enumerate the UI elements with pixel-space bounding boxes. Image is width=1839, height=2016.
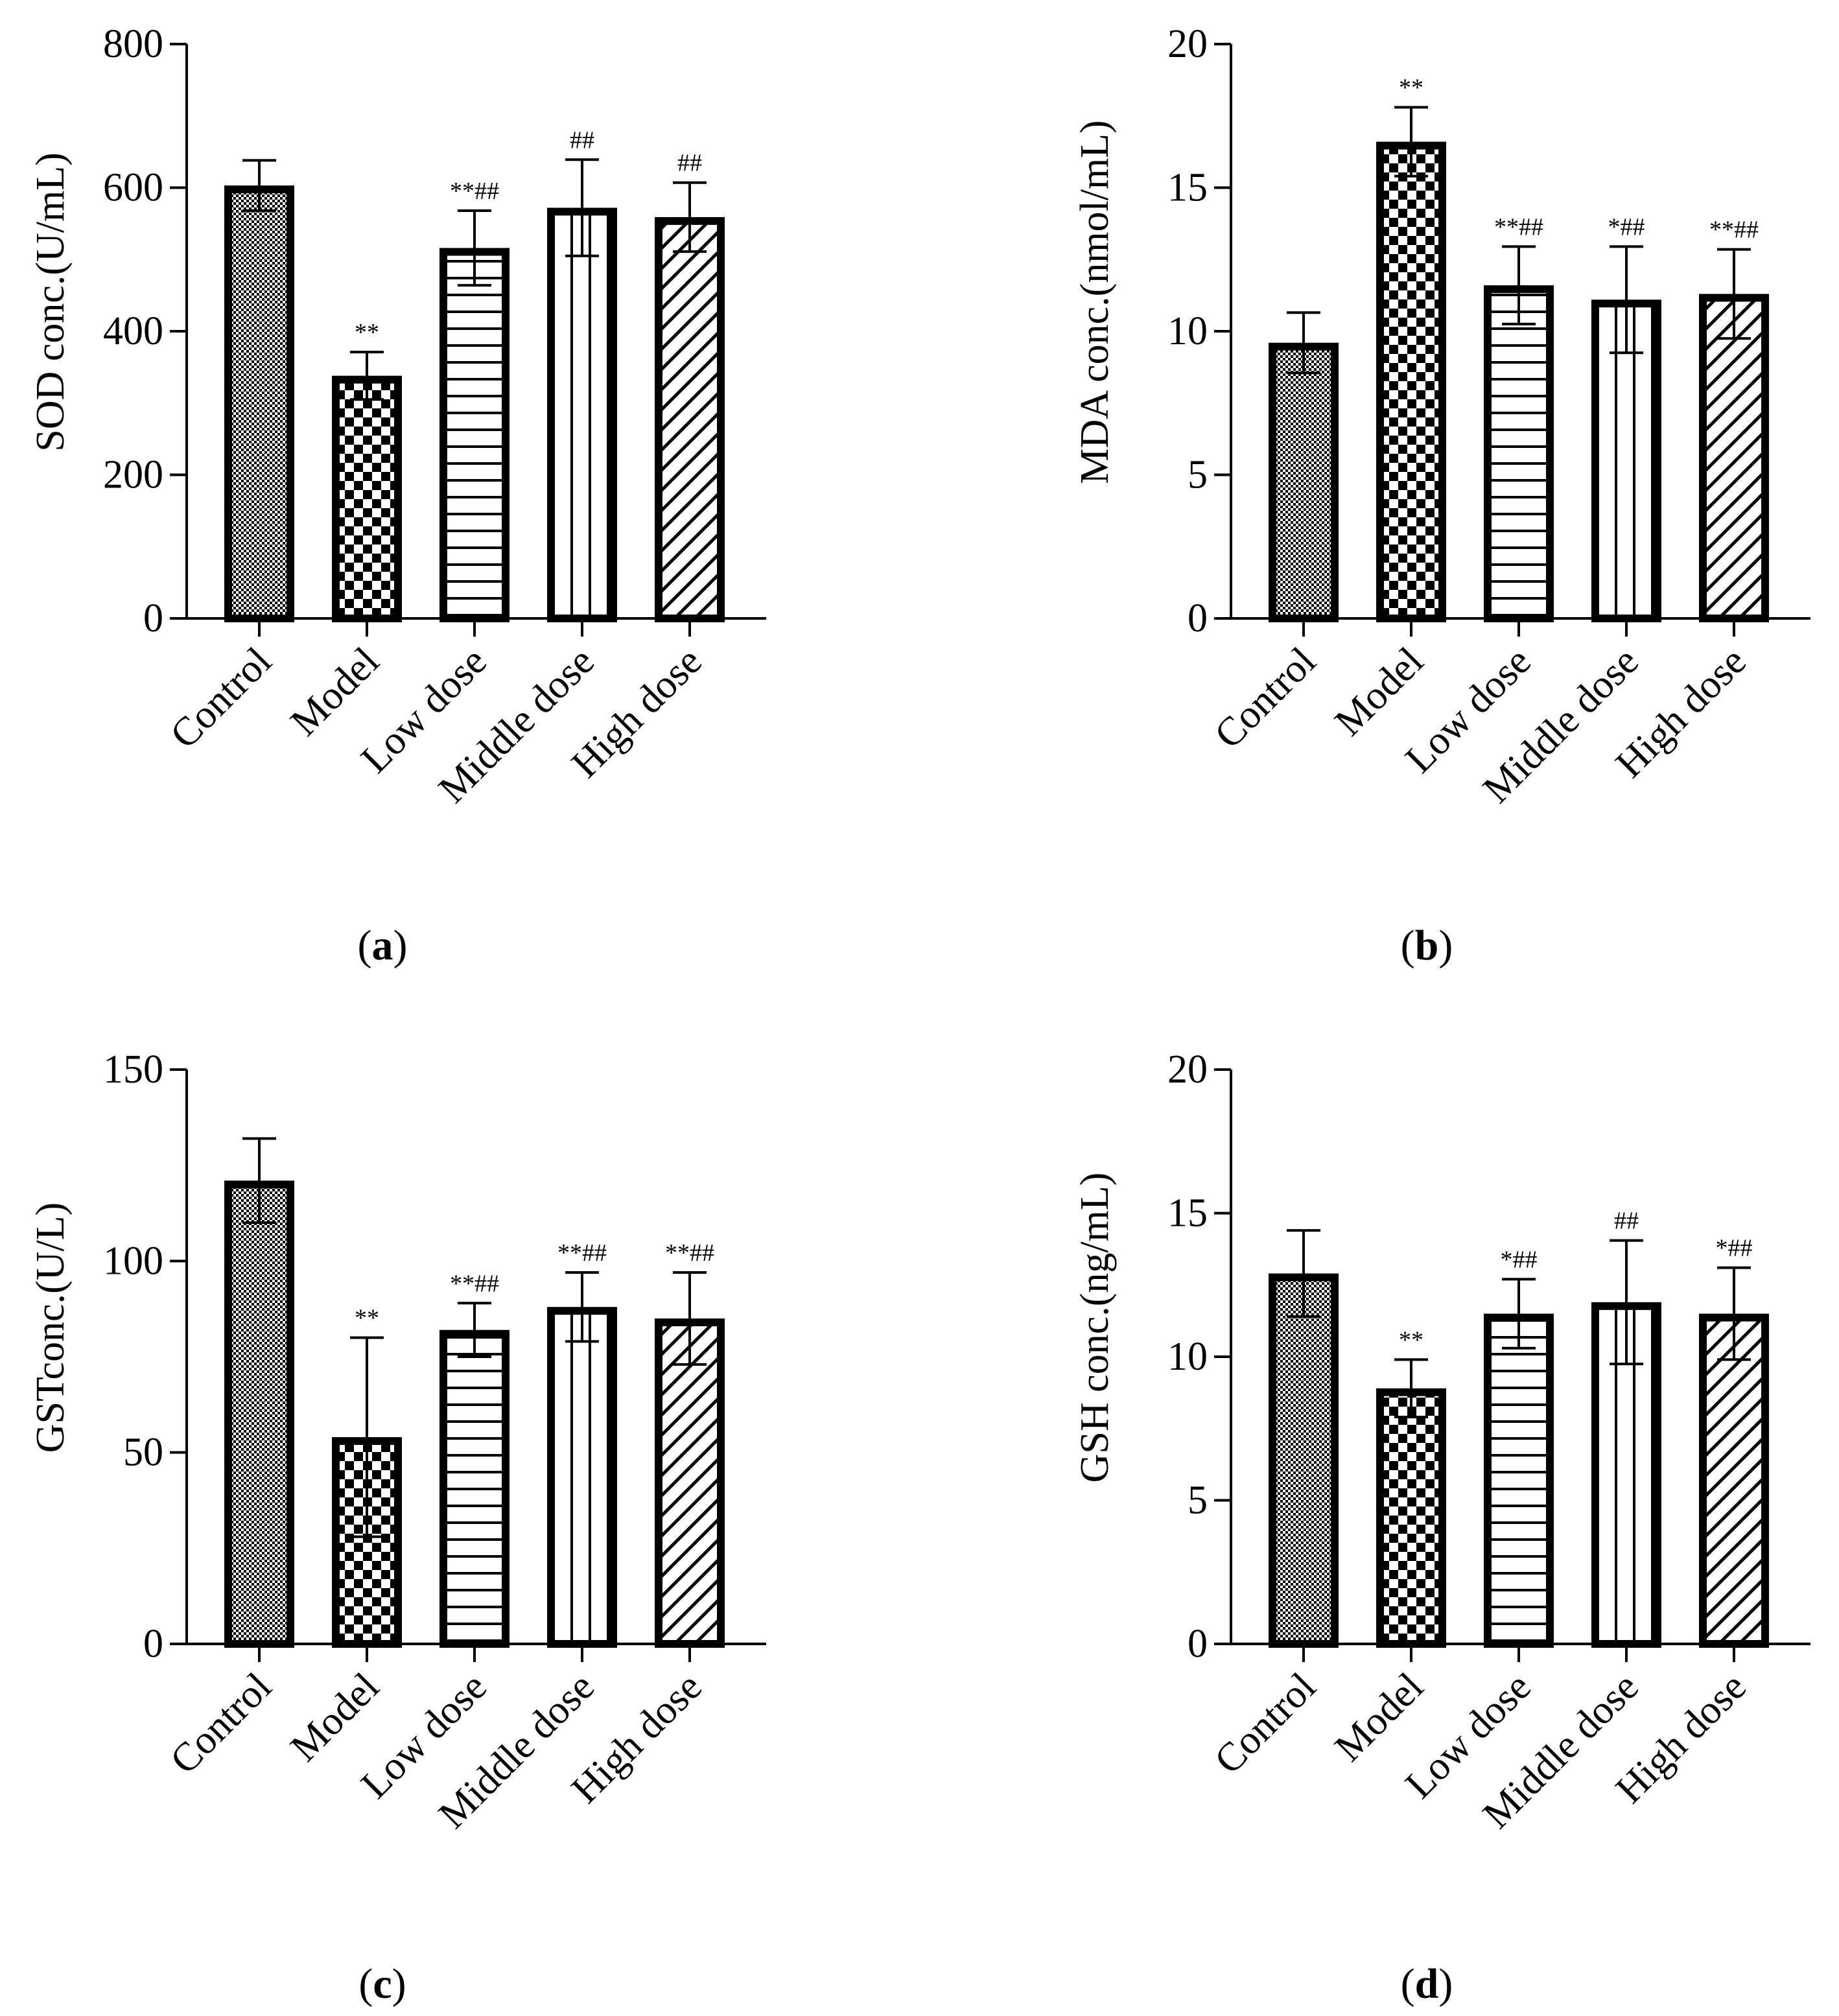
bar-low-dose [439, 248, 510, 622]
significance-label: *## [1608, 213, 1645, 240]
significance-label: ** [1399, 1326, 1423, 1354]
bar-middle-dose [547, 207, 617, 622]
bar-control [224, 185, 294, 622]
significance-label: **## [557, 1239, 607, 1267]
y-tick-label: 15 [1167, 1191, 1208, 1236]
significance-label: **## [450, 1270, 499, 1297]
y-tick-label: 5 [1188, 453, 1208, 497]
panel-a: SOD conc.(U/mL) (a) 0 200 400 600 800 Control… [29, 22, 766, 969]
y-axis-label: GSTconc.(U/L) [29, 1202, 73, 1453]
y-tick-label: 0 [143, 1622, 163, 1666]
bar-middle-dose [547, 1307, 617, 1648]
y-tick-label: 400 [103, 309, 163, 353]
significance-label: **## [450, 178, 499, 205]
y-axis-label: SOD conc.(U/mL) [29, 152, 73, 451]
y-axis-label: MDA conc.(nmol/mL) [1073, 120, 1117, 484]
significance-label: ** [355, 1304, 379, 1331]
significance-label: *## [1501, 1246, 1538, 1273]
significance-label: ## [570, 126, 594, 154]
bar-control [224, 1180, 294, 1648]
x-category-label: Model [1326, 639, 1432, 745]
bar-high-dose [1699, 294, 1769, 622]
bar-low-dose [1484, 1313, 1554, 1648]
panel-label: (d) [1401, 1960, 1453, 2008]
x-category-label: Model [282, 1665, 388, 1770]
bar-model [1376, 141, 1446, 622]
bar-control [1269, 342, 1339, 622]
y-tick-label: 20 [1167, 1048, 1208, 1092]
significance-label: ## [1614, 1208, 1639, 1235]
y-tick-label: 15 [1167, 166, 1208, 210]
bar-low-dose [1484, 285, 1554, 622]
x-category-label: Model [282, 639, 388, 745]
y-tick-label: 800 [103, 22, 163, 66]
y-tick-label: 0 [143, 596, 163, 640]
significance-label: ## [677, 150, 702, 177]
y-tick-label: 0 [1188, 596, 1208, 640]
x-category-label: Control [162, 639, 280, 757]
panel-c: GSTconc.(U/L) (c) 0 50 100 150 Control ** Mode… [29, 1048, 766, 2008]
y-tick-label: 5 [1188, 1479, 1208, 1523]
y-tick-label: 0 [1188, 1622, 1208, 1666]
y-tick-label: 100 [103, 1239, 163, 1283]
bar-control [1269, 1273, 1339, 1648]
bar-high-dose [1699, 1313, 1769, 1648]
panel-letter: d [1415, 1960, 1439, 2008]
y-tick-label: 600 [103, 166, 163, 210]
y-tick-label: 10 [1167, 1335, 1208, 1379]
y-axis-label: GSH conc.(ng/mL) [1073, 1173, 1117, 1483]
x-category-label: Control [162, 1665, 280, 1783]
bar-model [332, 375, 402, 622]
panel-d: GSH conc.(ng/mL) (d) 0 5 10 15 20 Control ** Mo… [1073, 1048, 1810, 2008]
bar-high-dose [655, 1318, 725, 1648]
y-tick-label: 200 [103, 453, 163, 497]
panel-letter: a [372, 922, 393, 969]
significance-label: ** [1399, 74, 1423, 101]
y-tick-label: 20 [1167, 22, 1208, 66]
panel-b: MDA conc.(nmol/mL) (b) 0 5 10 15 20 Control **… [1073, 22, 1810, 969]
y-tick-label: 50 [123, 1431, 163, 1475]
bar-middle-dose [1591, 299, 1661, 622]
x-category-label: Control [1206, 1665, 1324, 1783]
x-category-label: Control [1206, 639, 1324, 757]
bar-model [1376, 1388, 1446, 1648]
y-tick-label: 150 [103, 1048, 163, 1092]
significance-label: **## [1709, 217, 1759, 244]
significance-label: *## [1716, 1235, 1753, 1262]
significance-label: **## [665, 1239, 714, 1267]
significance-label: **## [1494, 213, 1543, 240]
bar-high-dose [655, 217, 725, 623]
panel-label: (b) [1401, 922, 1453, 969]
panel-letter: b [1415, 922, 1439, 969]
bar-low-dose [439, 1330, 510, 1648]
x-category-label: Model [1326, 1665, 1432, 1770]
panel-letter: c [373, 1960, 392, 2008]
panel-label: (c) [358, 1960, 406, 2008]
panel-label: (a) [358, 922, 408, 969]
significance-label: ** [355, 319, 379, 346]
y-tick-label: 10 [1167, 309, 1208, 353]
